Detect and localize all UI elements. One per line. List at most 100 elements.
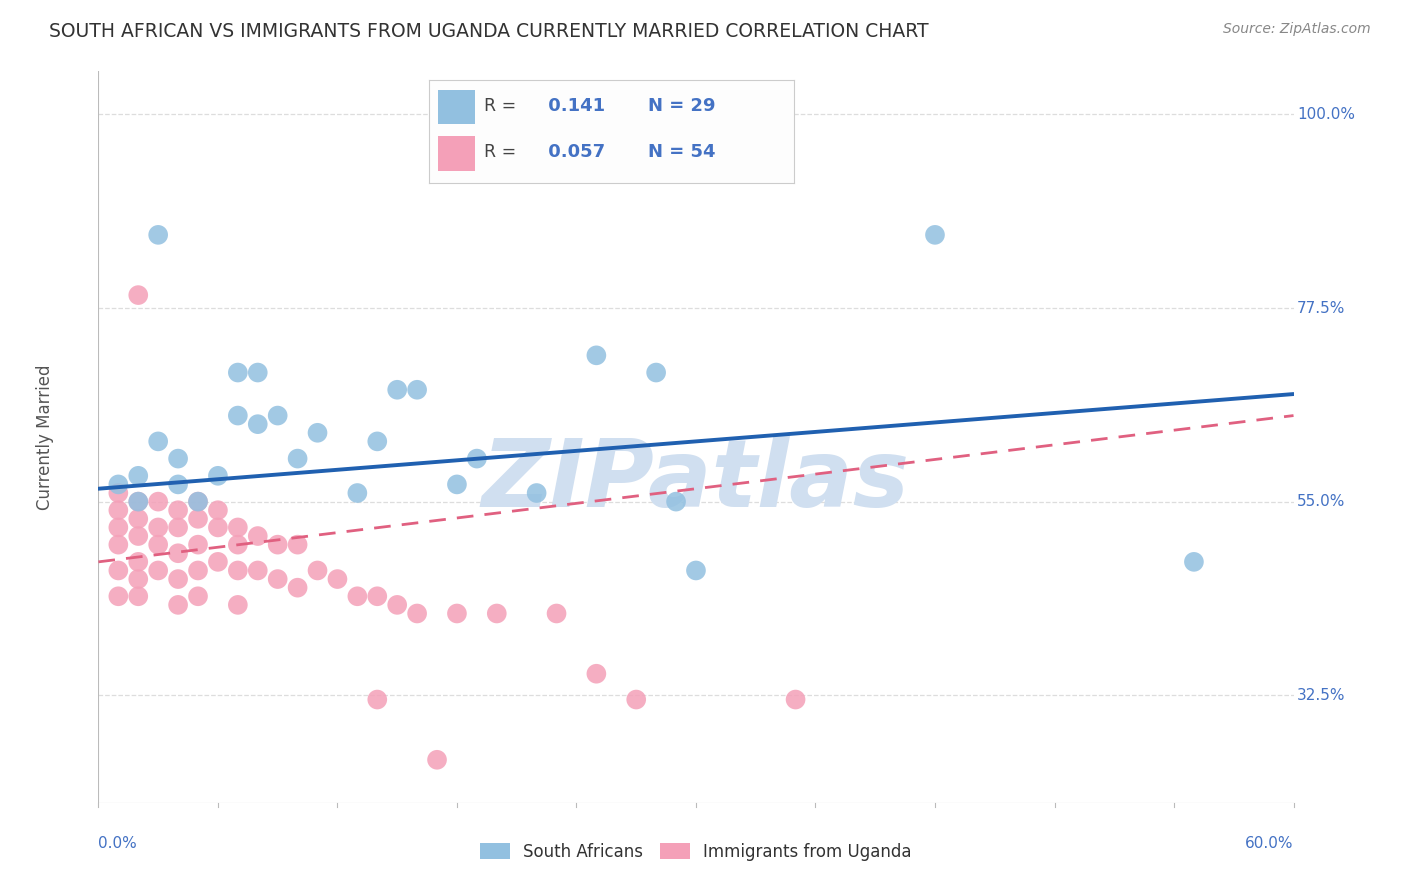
Point xyxy=(246,417,269,432)
Point xyxy=(924,227,946,242)
Point xyxy=(346,589,368,603)
Point xyxy=(148,494,170,508)
Point xyxy=(187,538,209,552)
FancyBboxPatch shape xyxy=(439,136,475,170)
Point xyxy=(267,409,290,423)
Text: ZIPatlas: ZIPatlas xyxy=(482,435,910,527)
Point xyxy=(446,607,468,621)
Point xyxy=(127,512,149,526)
Text: N = 54: N = 54 xyxy=(648,143,716,161)
Point xyxy=(187,512,209,526)
Point xyxy=(148,520,170,534)
Point xyxy=(167,572,190,586)
Point xyxy=(1182,555,1205,569)
Point xyxy=(446,477,468,491)
Point xyxy=(585,666,607,681)
Point xyxy=(167,477,190,491)
Legend: South Africans, Immigrants from Uganda: South Africans, Immigrants from Uganda xyxy=(474,837,918,868)
Text: 55.0%: 55.0% xyxy=(1298,494,1346,509)
Point xyxy=(167,503,190,517)
Point xyxy=(406,383,429,397)
Point xyxy=(148,434,170,449)
Text: SOUTH AFRICAN VS IMMIGRANTS FROM UGANDA CURRENTLY MARRIED CORRELATION CHART: SOUTH AFRICAN VS IMMIGRANTS FROM UGANDA … xyxy=(49,22,929,41)
Point xyxy=(107,564,129,578)
Point xyxy=(127,555,149,569)
Point xyxy=(207,468,229,483)
Point xyxy=(226,598,249,612)
Point xyxy=(107,486,129,500)
Text: Currently Married: Currently Married xyxy=(35,364,53,510)
Text: R =: R = xyxy=(484,143,522,161)
Point xyxy=(127,494,149,508)
Point xyxy=(366,434,388,449)
Point xyxy=(426,753,449,767)
Text: 0.057: 0.057 xyxy=(543,143,605,161)
Text: 0.0%: 0.0% xyxy=(98,836,138,851)
Point xyxy=(187,494,209,508)
Point xyxy=(127,572,149,586)
Point xyxy=(167,598,190,612)
Point xyxy=(226,564,249,578)
Point xyxy=(226,409,249,423)
Point xyxy=(326,572,349,586)
Point xyxy=(526,486,548,500)
Point xyxy=(246,564,269,578)
Point xyxy=(267,572,290,586)
Text: 32.5%: 32.5% xyxy=(1298,688,1346,703)
Point xyxy=(645,366,668,380)
Point xyxy=(307,564,329,578)
Point xyxy=(626,692,648,706)
Point xyxy=(127,468,149,483)
Text: 0.141: 0.141 xyxy=(543,97,605,115)
Point xyxy=(685,564,707,578)
Point xyxy=(187,564,209,578)
Point xyxy=(226,366,249,380)
Point xyxy=(585,348,607,362)
Point xyxy=(246,529,269,543)
Text: R =: R = xyxy=(484,97,522,115)
Point xyxy=(107,477,129,491)
Point xyxy=(107,503,129,517)
Point xyxy=(385,383,409,397)
Text: 77.5%: 77.5% xyxy=(1298,301,1346,316)
FancyBboxPatch shape xyxy=(439,89,475,124)
Point xyxy=(226,538,249,552)
Point xyxy=(465,451,488,466)
Point xyxy=(107,520,129,534)
Point xyxy=(207,503,229,517)
Point xyxy=(287,538,309,552)
Point xyxy=(307,425,329,440)
Point xyxy=(207,520,229,534)
Point xyxy=(187,589,209,603)
Point xyxy=(107,538,129,552)
Point xyxy=(167,520,190,534)
Point xyxy=(246,366,269,380)
Point xyxy=(287,581,309,595)
Point xyxy=(267,538,290,552)
Point xyxy=(226,520,249,534)
Point xyxy=(127,288,149,302)
Point xyxy=(127,494,149,508)
Point xyxy=(167,451,190,466)
Text: Source: ZipAtlas.com: Source: ZipAtlas.com xyxy=(1223,22,1371,37)
Point xyxy=(148,564,170,578)
Text: 60.0%: 60.0% xyxy=(1246,836,1294,851)
Point xyxy=(107,589,129,603)
Point xyxy=(187,494,209,508)
Text: N = 29: N = 29 xyxy=(648,97,716,115)
Point xyxy=(287,451,309,466)
Point xyxy=(167,546,190,560)
Point xyxy=(366,692,388,706)
Point xyxy=(346,486,368,500)
Point xyxy=(385,598,409,612)
Point xyxy=(127,529,149,543)
Point xyxy=(366,589,388,603)
Point xyxy=(485,607,508,621)
Point xyxy=(546,607,568,621)
Text: 100.0%: 100.0% xyxy=(1298,107,1355,122)
Point xyxy=(148,538,170,552)
Point xyxy=(406,607,429,621)
Point xyxy=(207,555,229,569)
Point xyxy=(665,494,688,508)
Point xyxy=(785,692,807,706)
